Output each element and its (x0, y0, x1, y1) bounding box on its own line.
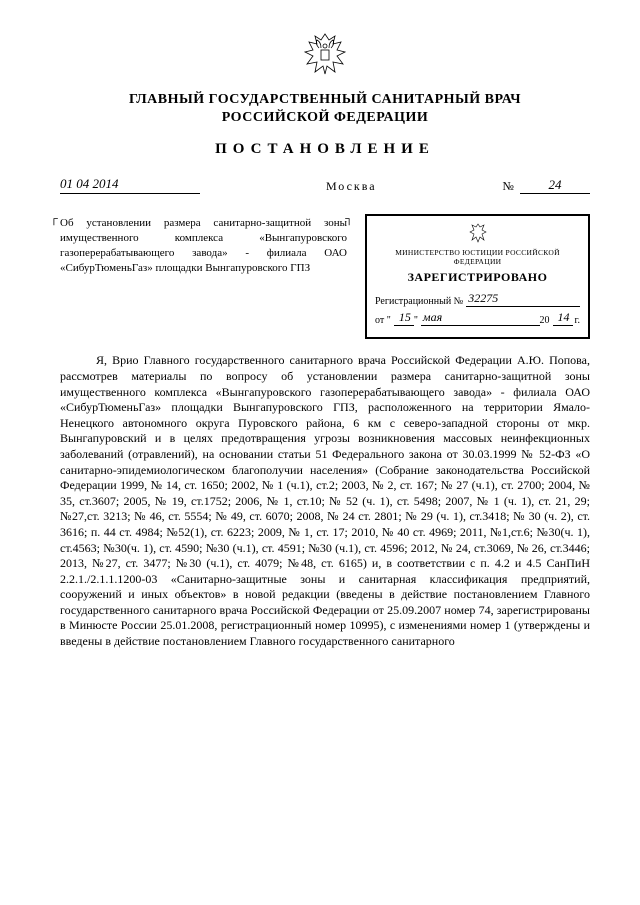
stamp-date-year: 14 (553, 310, 573, 326)
subject-box: Об установлении размера санитарно-защитн… (60, 214, 347, 339)
issuing-authority: ГЛАВНЫЙ ГОСУДАРСТВЕННЫЙ САНИТАРНЫЙ ВРАЧ … (60, 91, 590, 127)
stamp-reg-number: 32275 (466, 291, 580, 307)
stamp-date-suffix: г. (573, 315, 580, 326)
national-emblem (60, 30, 590, 83)
stamp-year-prefix: 20 (540, 315, 553, 326)
subject-and-stamp-row: Об установлении размера санитарно-защитн… (60, 214, 590, 339)
document-type: ПОСТАНОВЛЕНИЕ (60, 141, 590, 158)
document-date: 01 04 2014 (60, 176, 200, 194)
document-number: 24 (520, 177, 590, 194)
registration-stamp: МИНИСТЕРСТВО ЮСТИЦИИ РОССИЙСКОЙ ФЕДЕРАЦИ… (365, 214, 590, 339)
document-page: ГЛАВНЫЙ ГОСУДАРСТВЕННЫЙ САНИТАРНЫЙ ВРАЧ … (0, 0, 640, 670)
authority-line-1: ГЛАВНЫЙ ГОСУДАРСТВЕННЫЙ САНИТАРНЫЙ ВРАЧ (60, 91, 590, 109)
number-label: № (503, 179, 520, 194)
stamp-date-month: мая (421, 310, 540, 326)
stamp-date-mid: " (414, 315, 421, 326)
stamp-date-day: 15 (394, 310, 414, 326)
authority-line-2: РОССИЙСКОЙ ФЕДЕРАЦИИ (60, 109, 590, 127)
stamp-reg-number-line: Регистрационный № 32275 (375, 291, 580, 307)
meta-row: 01 04 2014 Москва № 24 (60, 176, 590, 194)
document-body: Я, Врио Главного государственного санита… (60, 353, 590, 649)
stamp-date-from: от " (375, 315, 394, 326)
stamp-registered-label: ЗАРЕГИСТРИРОВАНО (375, 270, 580, 285)
document-city: Москва (200, 179, 503, 194)
stamp-ministry: МИНИСТЕРСТВО ЮСТИЦИИ РОССИЙСКОЙ ФЕДЕРАЦИ… (375, 248, 580, 266)
stamp-reg-label: Регистрационный № (375, 296, 466, 307)
stamp-emblem-icon (375, 222, 580, 246)
stamp-date-line: от " 15 " мая 20 14 г. (375, 310, 580, 326)
